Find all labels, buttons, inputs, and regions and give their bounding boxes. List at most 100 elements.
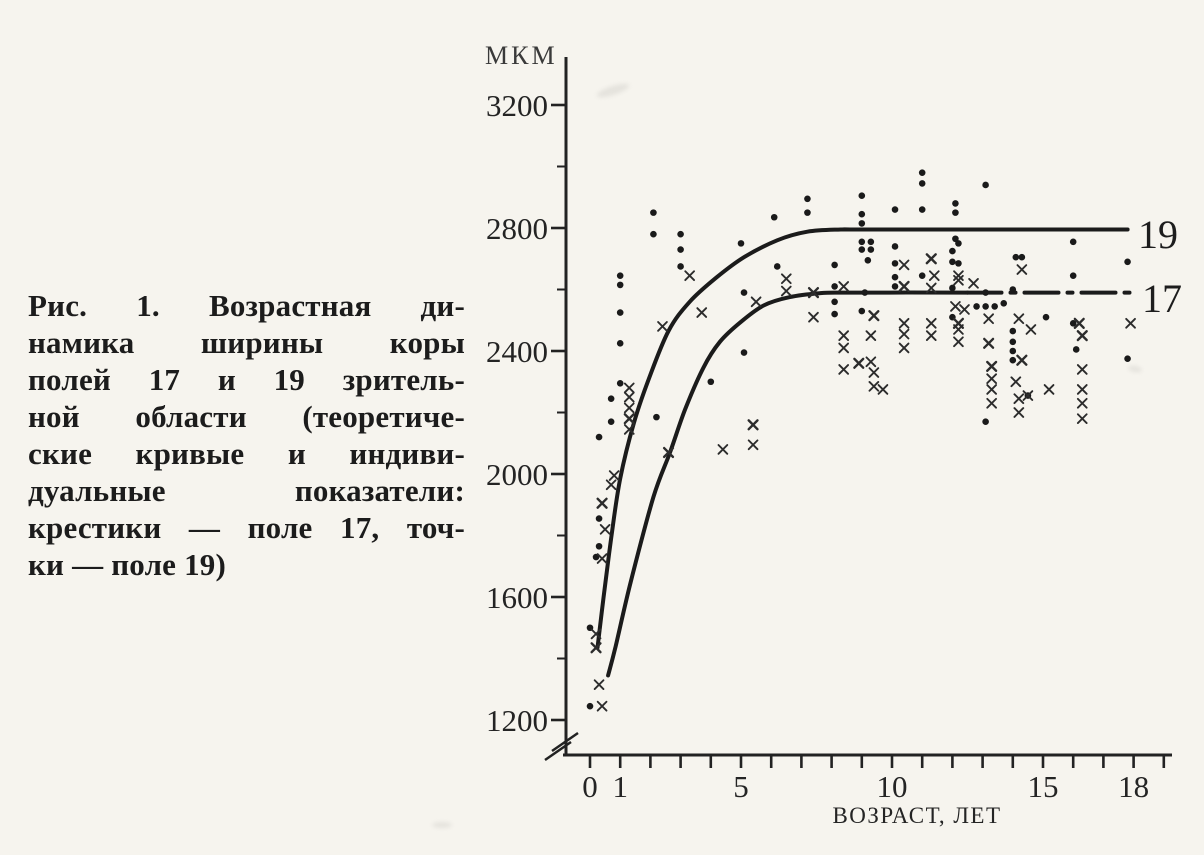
dot-point-field19 [773, 263, 781, 270]
x-tick-label: 10 [877, 769, 908, 804]
dot-point-field19 [1018, 253, 1026, 261]
x-tick-label: 1 [612, 769, 628, 804]
cross-point-field17 [838, 342, 850, 354]
cross-point-field17 [590, 642, 602, 654]
cross-point-field17 [925, 330, 937, 341]
dot-point-field19 [616, 379, 624, 387]
caption-line: полей 17 и 19 зритель- [28, 362, 465, 397]
axis-break-mark [551, 731, 579, 753]
dot-point-field19 [650, 230, 657, 238]
cross-point-field17 [1022, 390, 1034, 401]
cross-point-field17 [925, 317, 937, 329]
dot-point-field19 [804, 209, 811, 216]
dot-point-field19 [955, 260, 962, 267]
dot-point-field19 [595, 515, 603, 522]
cross-point-field17 [1076, 364, 1088, 375]
cross-point-field17 [925, 253, 937, 265]
cross-point-field17 [868, 310, 880, 322]
dot-point-field19 [677, 246, 684, 253]
cross-point-field17 [623, 391, 635, 403]
cross-point-field17 [657, 321, 668, 332]
cross-point-field17 [838, 330, 850, 341]
dot-point-field19 [831, 261, 838, 269]
y-axis-unit-label: МКМ [485, 41, 558, 70]
dot-point-field19 [1124, 355, 1131, 362]
cross-point-field17 [684, 270, 696, 282]
dot-point-field19 [982, 303, 989, 310]
dot-point-field19 [952, 200, 959, 207]
cross-point-field17 [623, 402, 635, 414]
caption-line: Рис. 1. Возрастная ди- [28, 288, 465, 323]
cross-point-field17 [608, 470, 620, 481]
figure-caption: Рис. 1. Возрастная ди- намика ширины кор… [28, 287, 465, 583]
cross-point-field17 [596, 700, 608, 712]
cross-point-field17 [780, 273, 792, 285]
dot-point-field19 [770, 213, 778, 221]
cross-point-field17 [599, 524, 611, 535]
dot-point-field19 [864, 256, 872, 264]
dot-point-field19 [991, 303, 998, 310]
dot-point-field19 [653, 413, 660, 421]
cross-point-field17 [623, 424, 635, 435]
x-tick-label: 5 [733, 769, 749, 804]
scatter-points [586, 169, 1136, 712]
dot-point-field19 [804, 195, 811, 203]
cross-point-field17 [853, 357, 865, 369]
dot-point-field19 [918, 206, 926, 213]
cross-point-field17 [747, 439, 759, 451]
cross-point-field17 [1010, 376, 1022, 388]
cross-point-field17 [1016, 354, 1028, 366]
cross-point-field17 [717, 444, 729, 455]
dot-point-field19 [595, 542, 603, 550]
cross-point-field17 [986, 384, 998, 395]
dot-point-field19 [1009, 347, 1017, 355]
cross-point-field17 [1016, 264, 1028, 275]
cross-point-field17 [696, 307, 708, 318]
y-tick-label: 2800 [486, 211, 548, 246]
cross-point-field17 [865, 330, 877, 341]
caption-line: ной области (теоретиче- [28, 399, 465, 434]
cross-point-field17 [1125, 317, 1136, 329]
dot-point-field19 [616, 272, 624, 279]
x-tick-label: 0 [582, 769, 598, 804]
dot-point-field19 [867, 246, 875, 253]
dot-point-field19 [595, 433, 603, 441]
dot-point-field19 [955, 240, 962, 247]
x-tick-label: 18 [1118, 769, 1149, 804]
dot-point-field19 [1009, 327, 1017, 335]
cross-point-field17 [868, 381, 880, 392]
cross-point-field17 [925, 282, 937, 294]
dot-point-field19 [952, 209, 959, 216]
cross-point-field17 [750, 296, 762, 308]
cross-point-field17 [953, 270, 964, 282]
dot-point-field19 [891, 260, 899, 267]
dot-point-field19 [858, 192, 866, 200]
curve-label-19: 19 [1138, 212, 1178, 257]
curve-17 [606, 290, 970, 678]
dot-point-field19 [982, 418, 989, 426]
cross-point-field17 [596, 553, 608, 564]
cross-point-field17 [986, 373, 998, 385]
dot-point-field19 [1009, 338, 1017, 346]
cross-point-field17 [623, 413, 635, 425]
y-tick-label: 2000 [486, 457, 548, 492]
dot-point-field19 [982, 181, 989, 189]
dot-point-field19 [831, 310, 838, 318]
dot-point-field19 [1012, 253, 1020, 261]
cross-point-field17 [780, 285, 792, 297]
cross-point-field17 [877, 384, 889, 395]
dot-point-field19 [677, 230, 684, 238]
cross-point-field17 [662, 446, 675, 459]
cross-point-field17 [898, 317, 910, 329]
cross-point-field17 [959, 304, 970, 315]
caption-line: крестики — поле 17, точ- [28, 510, 465, 545]
cross-point-field17 [953, 274, 964, 286]
dot-point-field19 [737, 240, 745, 247]
dot-point-field19 [1124, 258, 1131, 266]
dot-point-field19 [891, 206, 899, 213]
dot-point-field19 [1072, 346, 1080, 353]
dot-point-field19 [918, 180, 926, 187]
dot-point-field19 [858, 246, 866, 253]
cross-point-field17 [1013, 407, 1025, 418]
